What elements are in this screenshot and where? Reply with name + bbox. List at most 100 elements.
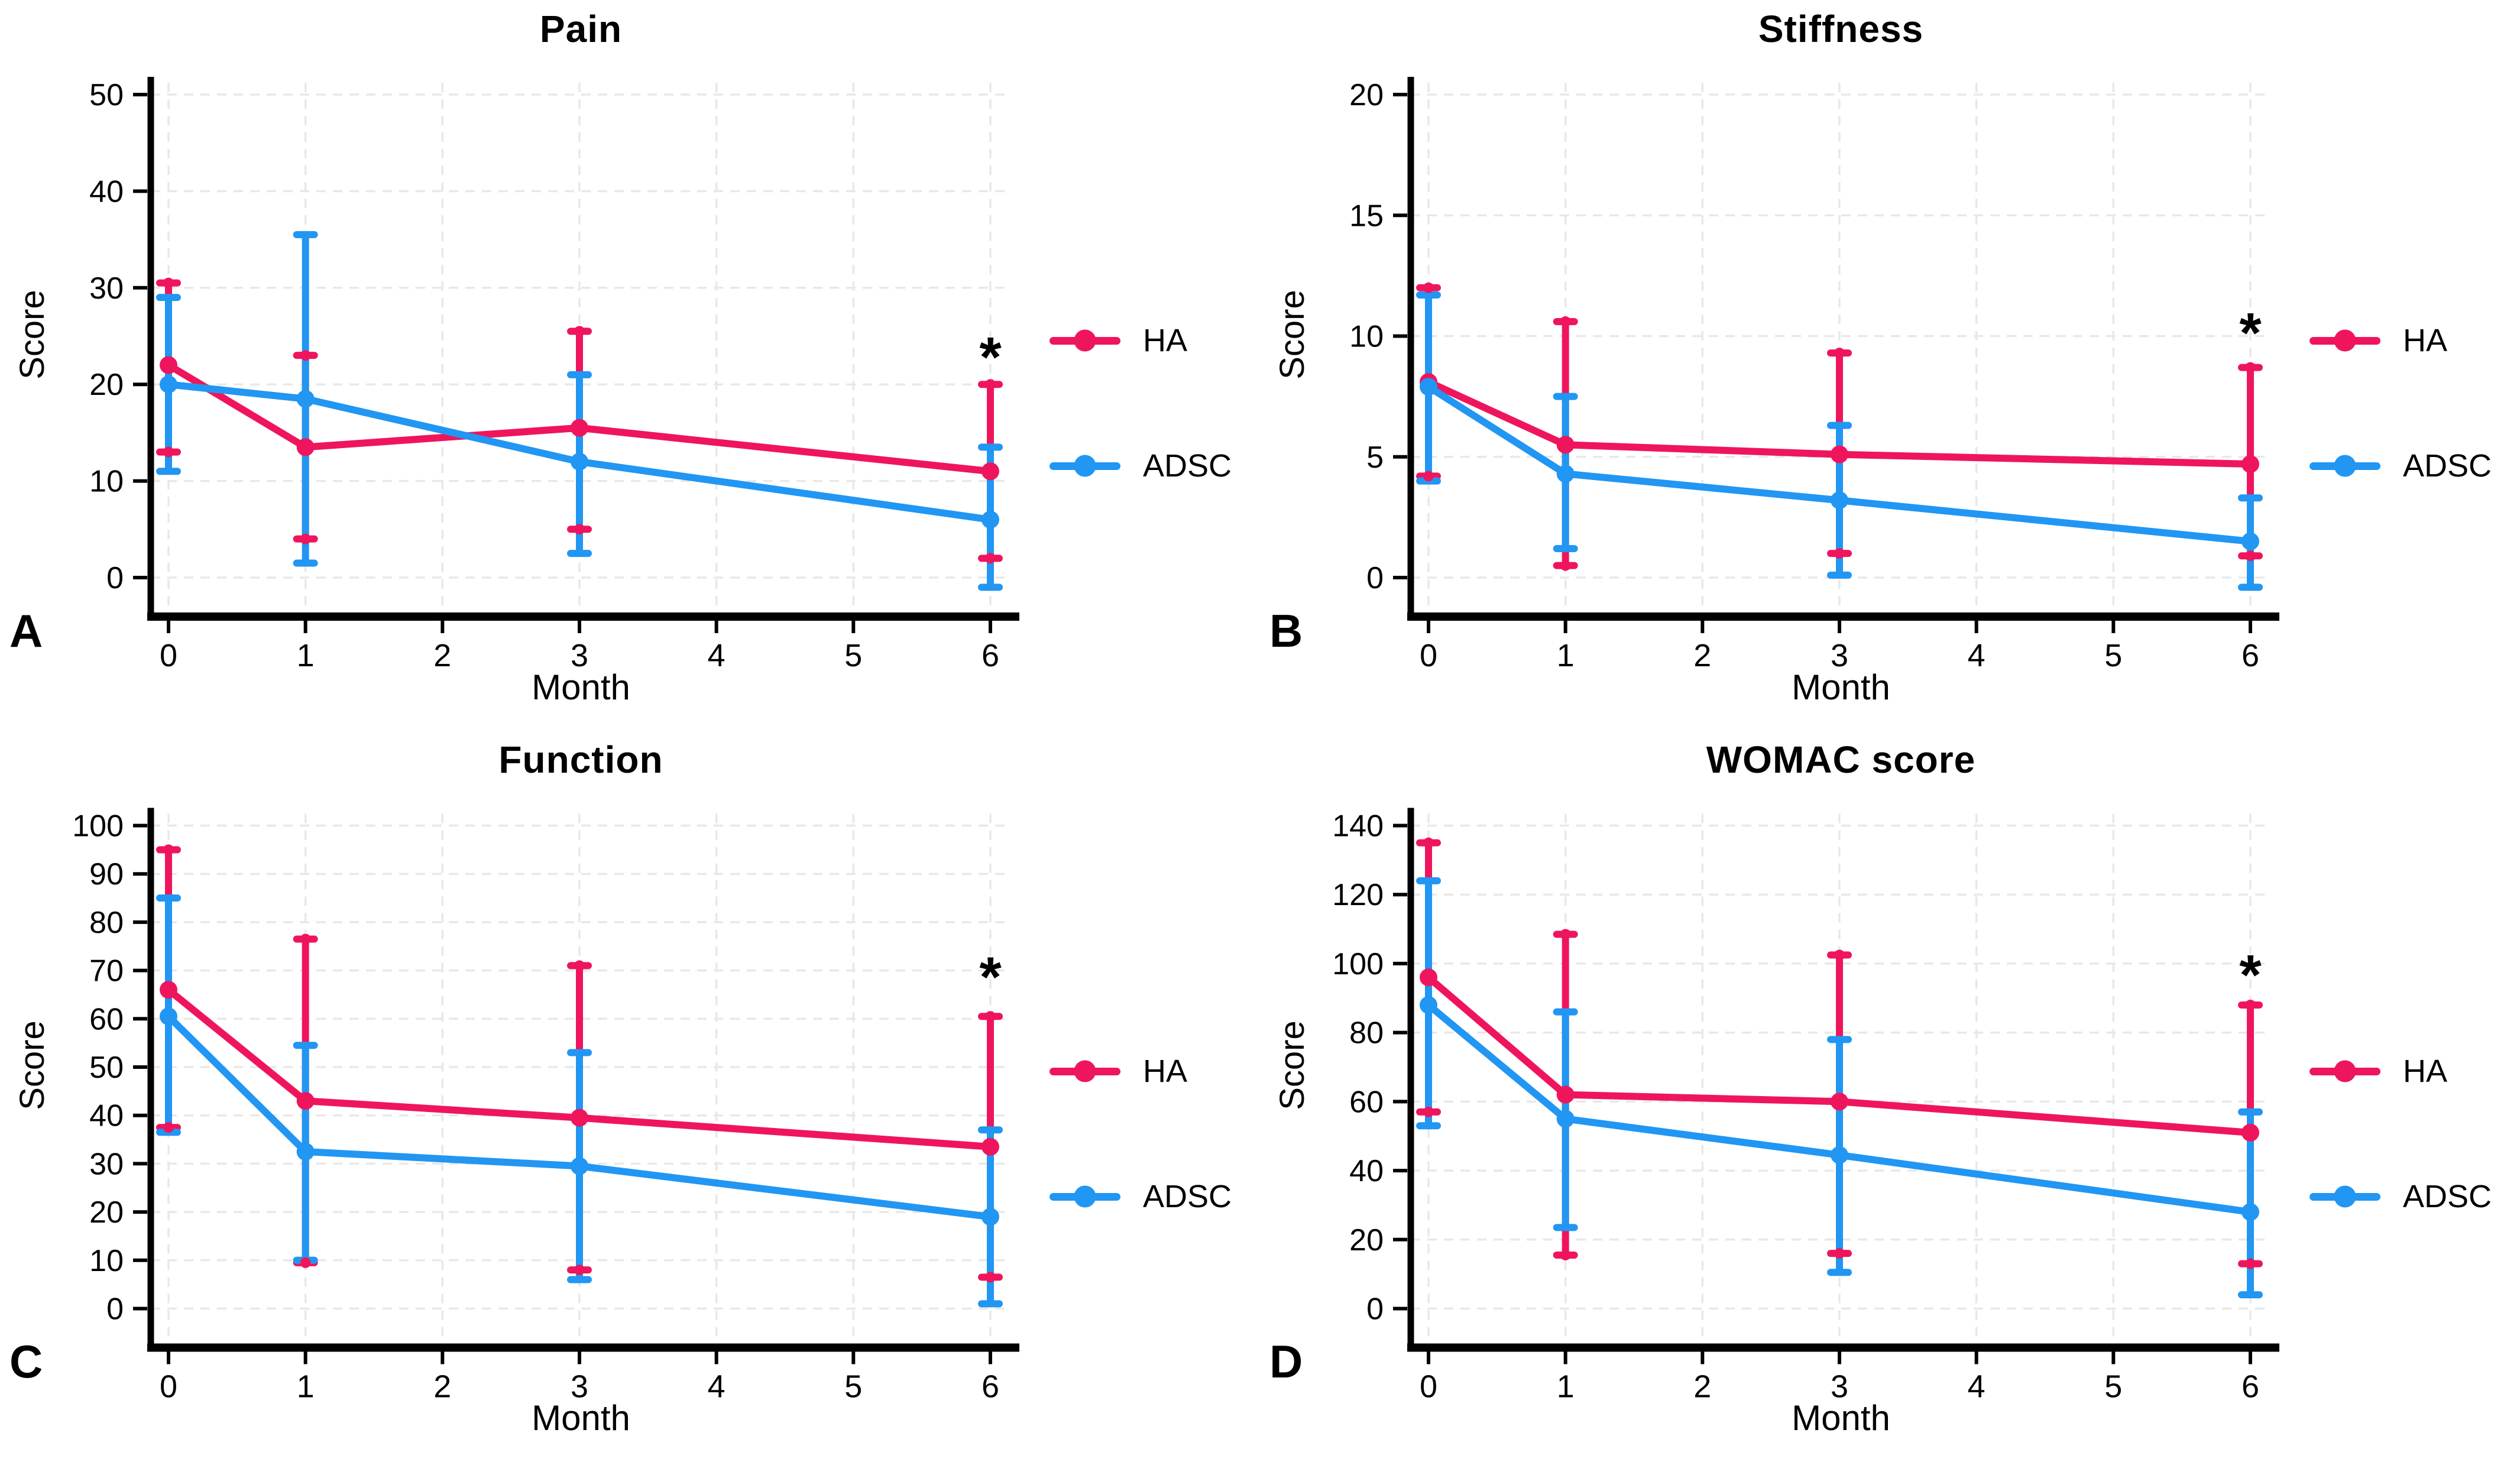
x-tick-label: 4 (1968, 638, 1985, 673)
ha-line-swatch (1050, 1060, 1120, 1082)
legend: HA ADSC (1050, 322, 1232, 484)
adsc-marker-icon (2334, 455, 2356, 477)
panel-letter: B (1269, 605, 1303, 657)
y-tick-label: 20 (1349, 78, 1384, 112)
adsc-line-swatch (2310, 455, 2380, 477)
adsc-line-swatch (1050, 455, 1120, 477)
y-tick-label: 0 (106, 561, 124, 595)
legend-label-ha: HA (1143, 1053, 1188, 1089)
x-tick-label: 3 (1831, 638, 1848, 673)
adsc-points (1420, 996, 2259, 1221)
y-tick-label: 40 (89, 1099, 124, 1133)
pain-chart: 0 10 20 30 40 50 0 1 2 3 4 5 6 * (89, 77, 1019, 673)
y-tick-label: 10 (1349, 320, 1384, 354)
adsc-points (1420, 378, 2259, 550)
adsc-line-swatch (2310, 1185, 2380, 1208)
y-tick-label: 80 (89, 906, 124, 940)
ha-line (165, 361, 994, 475)
x-tick-label: 0 (1420, 638, 1437, 673)
gridlines (151, 83, 1011, 612)
ha-line (165, 986, 994, 1150)
ha-line-swatch (2310, 1060, 2380, 1082)
x-axis-label: Month (532, 667, 630, 707)
axes (147, 808, 1019, 1352)
significance-asterisk: * (979, 945, 1002, 1009)
x-tick-label: 0 (1420, 1369, 1437, 1405)
x-tick-label: 2 (1693, 638, 1711, 673)
x-axis-label: Month (1792, 1398, 1890, 1438)
y-tick-label: 50 (89, 1051, 124, 1085)
panel-c: 0 10 20 30 40 50 60 70 80 90 100 0 1 2 3 4 5 6 * Function … (0, 731, 1260, 1462)
x-tick-label: 3 (571, 638, 588, 673)
adsc-marker-icon (1074, 455, 1096, 477)
adsc-points (160, 375, 999, 529)
significance-asterisk: * (979, 326, 1002, 389)
ha-points (160, 277, 999, 564)
adsc-errorbars (1416, 877, 2263, 1299)
x-tick-label: 0 (160, 638, 177, 673)
y-tick-label: 40 (89, 174, 124, 209)
adsc-marker-icon (2334, 1185, 2356, 1208)
legend-item-adsc: ADSC (2310, 448, 2492, 484)
ha-line-swatch (2310, 329, 2380, 352)
y-tick-label: 60 (89, 1002, 124, 1036)
ha-points (160, 844, 999, 1283)
legend-item-adsc: ADSC (1050, 1178, 1232, 1215)
y-tick-label: 50 (89, 78, 124, 112)
y-tick-label: 20 (1349, 1223, 1384, 1257)
legend-label-adsc: ADSC (2403, 1179, 2492, 1214)
y-tick-label: 80 (1349, 1016, 1384, 1051)
x-tick-label: 5 (2104, 638, 2122, 673)
legend-item-ha: HA (1050, 322, 1232, 359)
y-tick-label: 140 (1332, 809, 1384, 844)
legend-label-ha: HA (1143, 323, 1188, 358)
adsc-line (165, 381, 994, 523)
adsc-errorbars (156, 894, 1003, 1308)
axes (1407, 808, 2279, 1352)
adsc-marker-icon (1074, 1185, 1096, 1208)
axes (147, 77, 1019, 621)
legend-label-adsc: ADSC (1143, 448, 1232, 484)
x-tick-label: 4 (708, 638, 725, 673)
x-tick-label: 0 (160, 1369, 177, 1405)
x-tick-label: 3 (1831, 1369, 1848, 1405)
x-tick-label: 1 (1557, 1369, 1575, 1405)
legend-label-adsc: ADSC (1143, 1179, 1232, 1214)
y-tick-label: 70 (89, 954, 124, 988)
y-axis-label: Score (1273, 1020, 1311, 1110)
x-tick-label: 4 (708, 1369, 725, 1405)
panel-letter: D (1269, 1335, 1303, 1388)
tick-labels: 0 10 20 30 40 50 0 1 2 3 4 5 6 (89, 78, 999, 673)
x-tick-label: 5 (844, 1369, 862, 1405)
tick-labels: 0 5 10 15 20 0 1 2 3 4 5 6 (1349, 78, 2259, 673)
legend-item-adsc: ADSC (2310, 1178, 2492, 1215)
panel-title: Pain (539, 8, 623, 50)
x-tick-label: 1 (1557, 638, 1575, 673)
x-axis-label: Month (532, 1398, 630, 1438)
x-tick-label: 2 (433, 1369, 451, 1405)
x-tick-label: 6 (982, 638, 999, 673)
ha-marker-icon (1074, 1060, 1096, 1082)
x-tick-label: 5 (844, 638, 862, 673)
adsc-line (165, 1013, 994, 1221)
y-axis-label: Score (13, 1020, 51, 1110)
y-tick-label: 5 (1366, 440, 1384, 475)
x-axis-label: Month (1792, 667, 1890, 707)
x-tick-label: 2 (1693, 1369, 1711, 1405)
y-tick-label: 0 (1366, 1292, 1384, 1327)
ha-marker-icon (2334, 329, 2356, 352)
axes (1407, 77, 2279, 621)
adsc-line-swatch (1050, 1185, 1120, 1208)
x-tick-label: 3 (571, 1369, 588, 1405)
x-tick-label: 1 (297, 1369, 315, 1405)
legend-item-adsc: ADSC (1050, 448, 1232, 484)
ha-marker-icon (2334, 1060, 2356, 1082)
legend-item-ha: HA (1050, 1053, 1232, 1090)
tick-labels: 0 10 20 30 40 50 60 70 80 90 100 0 1 2 3 4 5 6 (72, 809, 999, 1405)
x-tick-label: 5 (2104, 1369, 2122, 1405)
legend: HA ADSC (2310, 322, 2492, 484)
y-tick-label: 90 (89, 857, 124, 892)
womac-score-chart: 0 20 40 60 80 100 120 140 0 1 2 3 4 5 6 * (1332, 808, 2279, 1405)
panel-letter: A (9, 605, 43, 657)
